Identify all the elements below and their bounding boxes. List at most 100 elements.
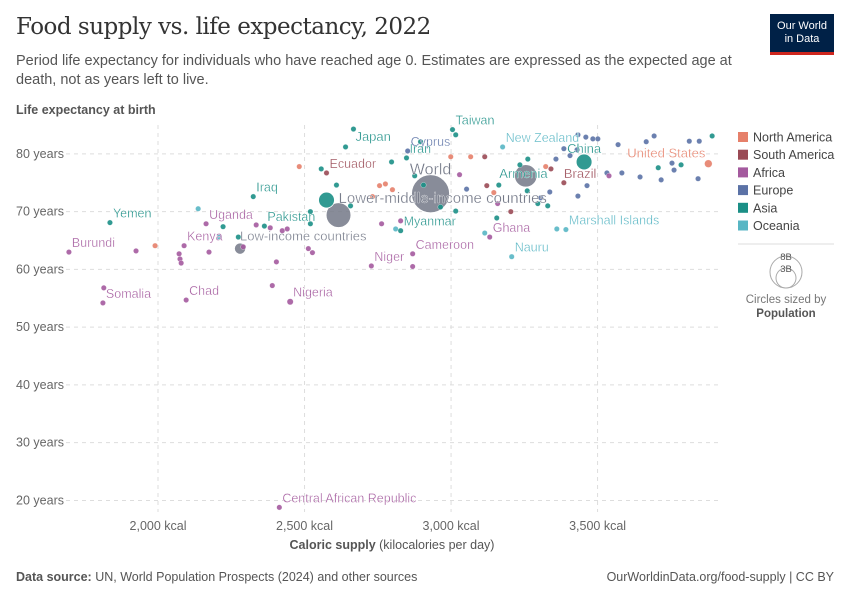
point-label: Low-income countries xyxy=(240,229,367,244)
data-point xyxy=(253,222,260,228)
data-point xyxy=(524,156,531,162)
data-point xyxy=(669,160,675,166)
point-label: Iraq xyxy=(256,181,278,195)
logo-line2: in Data xyxy=(784,33,820,45)
point-label: Myanmar xyxy=(404,215,456,229)
legend-item-asia: Asia xyxy=(753,201,777,215)
data-point xyxy=(382,181,389,187)
data-point xyxy=(392,226,399,232)
data-point xyxy=(534,200,541,207)
data-point xyxy=(493,215,500,221)
point-label: Ecuador xyxy=(330,157,377,171)
data-point xyxy=(397,227,404,234)
data-point xyxy=(203,220,209,227)
data-point xyxy=(643,138,650,145)
point-label: Niger xyxy=(374,250,404,264)
point-label: Marshall Islands xyxy=(569,214,659,228)
data-point xyxy=(494,200,501,207)
x-tick-label: 2,000 kcal xyxy=(130,519,187,533)
data-point xyxy=(696,138,703,145)
data-point xyxy=(437,204,444,210)
data-point xyxy=(369,193,376,200)
legend-item-africa: Africa xyxy=(753,166,785,180)
data-point xyxy=(452,208,459,214)
point-label: Cyprus xyxy=(411,135,451,149)
point-label: Lower-middle-income countries xyxy=(339,190,547,207)
size-legend-variable: Population xyxy=(756,308,815,320)
data-point xyxy=(420,182,427,188)
data-point xyxy=(481,230,488,236)
point-label: Chad xyxy=(189,284,219,298)
data-point xyxy=(490,189,497,196)
data-point xyxy=(66,249,72,255)
data-point xyxy=(347,203,354,209)
point-label: New Zealand xyxy=(506,131,580,145)
data-point xyxy=(333,182,340,188)
owid-logo[interactable]: Our World in Data xyxy=(770,14,834,55)
size-legend-small-label: 3B xyxy=(780,264,792,275)
data-point xyxy=(389,186,396,193)
data-point xyxy=(695,175,701,182)
data-point xyxy=(574,146,580,153)
legend-item-oceania: Oceania xyxy=(753,219,800,233)
data-point xyxy=(709,133,715,139)
data-point xyxy=(575,193,581,199)
data-point xyxy=(350,126,357,132)
data-point xyxy=(582,134,589,140)
x-axis-label: Caloric supply (kilocalories per day) xyxy=(290,538,495,552)
data-point xyxy=(467,153,474,160)
data-point xyxy=(606,172,612,179)
data-point xyxy=(342,144,349,150)
y-axis-label: Life expectancy at birth xyxy=(16,103,156,117)
data-point xyxy=(411,172,418,179)
x-axis-label-unit: (kilocalories per day) xyxy=(376,538,495,552)
data-point xyxy=(100,285,107,291)
legend-swatch-af xyxy=(738,167,748,178)
point-label: Yemen xyxy=(113,207,152,221)
data-point xyxy=(325,202,352,228)
data-point xyxy=(655,164,662,171)
point-label: Ghana xyxy=(493,221,531,235)
data-point xyxy=(561,145,567,152)
data-point xyxy=(240,244,247,250)
data-point xyxy=(524,187,531,194)
x-tick-label: 2,500 kcal xyxy=(276,519,333,533)
data-point xyxy=(376,182,383,189)
point-label: Cameroon xyxy=(416,238,474,252)
source-link[interactable]: OurWorldinData.org/food-supply | CC BY xyxy=(606,570,834,584)
x-tick-label: 3,500 kcal xyxy=(569,519,626,533)
point-label: Nauru xyxy=(515,241,549,255)
point-label: Brazil xyxy=(564,166,597,181)
data-point xyxy=(651,133,657,139)
legend-swatch-sa xyxy=(738,149,748,160)
size-legend-caption: Circles sized by xyxy=(746,294,827,306)
point-label: Pakistan xyxy=(267,210,315,224)
point-label: Armenia xyxy=(499,166,548,181)
data-point xyxy=(178,260,185,266)
data-point xyxy=(553,226,560,232)
data-point xyxy=(671,167,677,173)
data-point xyxy=(481,153,488,160)
data-point xyxy=(309,249,316,256)
data-point xyxy=(206,249,212,255)
point-label: United States xyxy=(627,146,706,161)
data-point xyxy=(456,171,463,178)
data-point xyxy=(176,250,182,257)
point-label: Kenya xyxy=(187,230,222,244)
chart-title: Food supply vs. life expectancy, 2022 xyxy=(16,14,431,40)
size-legend-big-label: 8B xyxy=(780,252,792,263)
data-point xyxy=(133,248,139,254)
data-point xyxy=(276,504,283,511)
data-point xyxy=(563,226,569,233)
data-point xyxy=(575,153,593,171)
data-point xyxy=(235,234,242,240)
legend-item-europe: Europe xyxy=(753,184,793,198)
data-point xyxy=(307,208,314,215)
point-label: Iran xyxy=(410,142,432,156)
data-point xyxy=(273,259,280,265)
data-point xyxy=(517,162,523,168)
data-point xyxy=(284,226,291,232)
data-point xyxy=(553,156,559,162)
